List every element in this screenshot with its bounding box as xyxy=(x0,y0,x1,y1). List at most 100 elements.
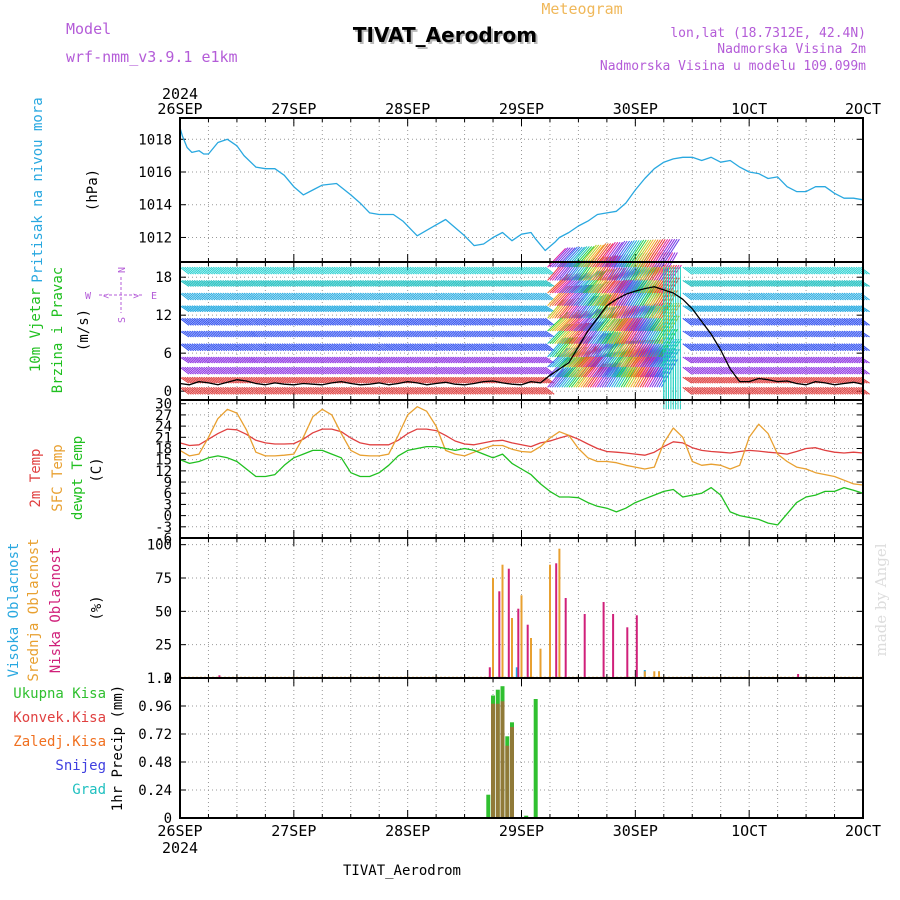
wind-vector xyxy=(834,305,844,313)
wind-vector xyxy=(846,305,856,313)
cloud-label-3: Niska Oblacnost xyxy=(48,547,64,673)
wind-vector xyxy=(786,305,797,313)
wind-vector xyxy=(471,356,481,364)
wind-vector xyxy=(699,292,709,301)
wind-vector xyxy=(284,305,294,313)
wind-vector xyxy=(786,317,797,326)
wind-vector xyxy=(687,317,697,326)
wind-vector xyxy=(364,376,375,384)
wind-vector xyxy=(782,386,792,395)
wind-vector xyxy=(215,317,225,326)
wind-vector xyxy=(836,305,847,313)
wind-vector xyxy=(798,386,809,395)
wind-vector xyxy=(755,292,766,301)
wind-vector xyxy=(428,317,439,326)
wind-vector xyxy=(310,330,320,338)
wind-vector xyxy=(803,279,813,287)
wind-vector xyxy=(246,366,256,375)
wind-vector xyxy=(241,330,251,338)
wind-vector xyxy=(302,317,313,326)
wind-vector xyxy=(848,305,859,313)
wind-vector xyxy=(236,305,247,313)
wind-vector xyxy=(255,266,266,275)
wind-vector xyxy=(397,305,408,313)
wind-vector xyxy=(782,305,792,313)
wind-vector xyxy=(618,316,638,344)
wind-vector xyxy=(433,317,444,326)
wind-vector xyxy=(279,356,289,364)
wind-vector xyxy=(367,330,377,338)
wind-vector xyxy=(224,305,235,313)
wind-vector xyxy=(210,305,221,313)
wind-vector xyxy=(200,266,211,275)
wind-vector xyxy=(419,279,429,287)
wind-vector xyxy=(348,266,358,275)
wind-vector xyxy=(682,266,693,275)
wind-vector xyxy=(452,386,463,395)
wind-vector xyxy=(803,266,814,275)
wind-vector xyxy=(464,266,474,275)
wind-vector xyxy=(227,279,237,287)
wind-vector xyxy=(179,317,190,326)
wind-vector xyxy=(212,386,223,395)
wind-vector xyxy=(511,292,522,301)
wind-vector xyxy=(570,322,590,345)
wind-vector xyxy=(490,330,500,338)
cloud-bar xyxy=(526,624,529,678)
wind-vector xyxy=(461,356,472,364)
wind-vector xyxy=(646,349,666,378)
wind-vector xyxy=(756,305,766,313)
wind-vector xyxy=(839,376,849,384)
wind-vector xyxy=(445,376,455,384)
wind-vector xyxy=(758,266,769,275)
wind-vector xyxy=(419,343,429,352)
wind-vector xyxy=(729,330,740,338)
wind-vector xyxy=(829,279,840,287)
wind-vector xyxy=(751,330,761,338)
wind-vector xyxy=(215,266,225,275)
wind-vector xyxy=(286,330,296,338)
wind-vector xyxy=(729,376,740,384)
wind-vector xyxy=(729,343,740,352)
wind-vector xyxy=(582,354,602,378)
wind-vector xyxy=(442,386,453,395)
wind-vector xyxy=(385,292,396,301)
cloud-bar xyxy=(511,618,513,678)
wind-vector xyxy=(281,343,292,352)
wind-vector xyxy=(397,292,408,301)
wind-vector xyxy=(307,376,318,384)
wind-vector xyxy=(336,330,346,338)
wind-vector xyxy=(419,386,429,395)
wind-vector xyxy=(514,376,524,384)
wind-vector xyxy=(374,305,384,313)
wind-vector xyxy=(231,386,242,395)
wind-vector xyxy=(606,317,626,344)
wind-vector xyxy=(791,343,802,352)
wind-vector xyxy=(371,366,382,375)
wind-vector xyxy=(279,317,289,326)
wind-vector xyxy=(744,356,754,364)
wind-vector xyxy=(483,317,493,326)
wind-vector xyxy=(587,243,607,268)
wind-vector xyxy=(265,386,275,395)
wind-vector xyxy=(779,317,790,326)
wind-vector xyxy=(838,292,849,301)
wind-vector xyxy=(336,366,346,375)
wind-vector xyxy=(601,341,623,368)
wind-vector xyxy=(694,279,704,287)
wind-vector xyxy=(324,305,334,313)
wind-vector xyxy=(272,330,282,338)
wind-vector xyxy=(561,259,579,281)
wind-vector xyxy=(518,343,529,352)
wind-unit-label: (m/s) xyxy=(76,309,92,351)
wind-vector xyxy=(324,279,334,287)
wind-vector xyxy=(641,349,661,378)
wind-vector xyxy=(409,356,420,364)
wind-vector xyxy=(236,266,247,275)
wind-vector xyxy=(243,366,254,375)
wind-vector xyxy=(203,330,213,338)
wind-vector xyxy=(246,343,256,352)
wind-vector xyxy=(540,317,550,326)
wind-vector xyxy=(831,366,842,375)
wind-vector xyxy=(596,255,614,281)
